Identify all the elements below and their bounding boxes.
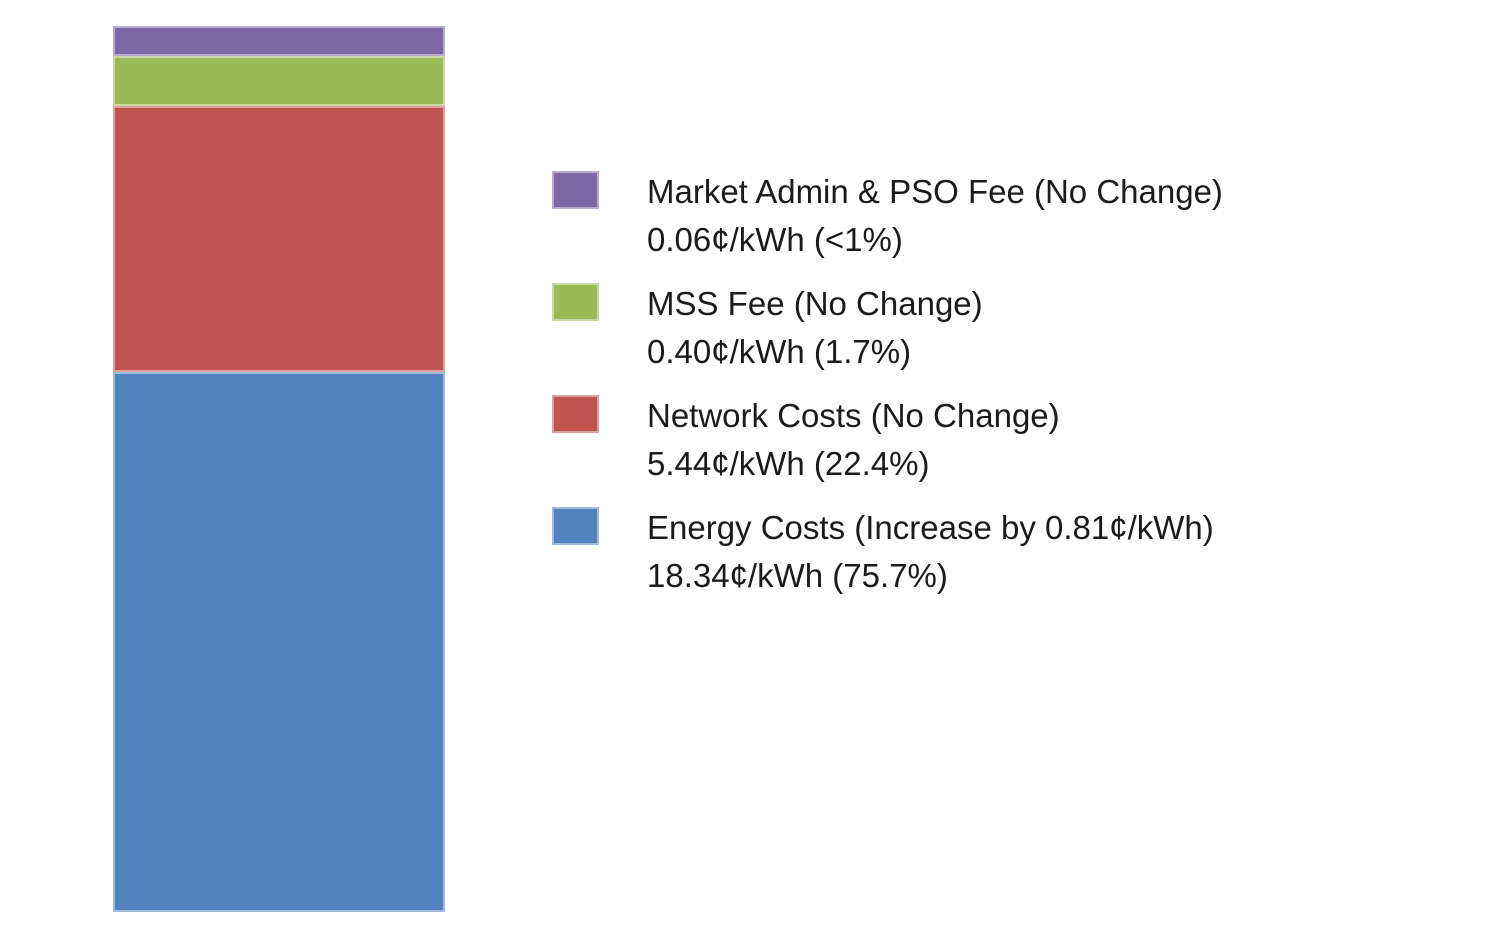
legend-swatch: [552, 283, 599, 321]
legend-value: 0.06¢/kWh (<1%): [647, 221, 903, 258]
legend-item: Network Costs (No Change) 5.44¢/kWh (22.…: [552, 392, 1312, 488]
legend-value: 5.44¢/kWh (22.4%): [647, 445, 930, 482]
chart-legend: Market Admin & PSO Fee (No Change) 0.06¢…: [552, 168, 1312, 600]
stacked-bar: [113, 26, 445, 912]
legend-item: MSS Fee (No Change) 0.40¢/kWh (1.7%): [552, 280, 1312, 376]
legend-swatch: [552, 507, 599, 545]
legend-value: 0.40¢/kWh (1.7%): [647, 333, 912, 370]
legend-item: Market Admin & PSO Fee (No Change) 0.06¢…: [552, 168, 1312, 264]
legend-item: Energy Costs (Increase by 0.81¢/kWh) 18.…: [552, 504, 1312, 600]
legend-label: MSS Fee (No Change): [647, 285, 983, 322]
legend-swatch: [552, 171, 599, 209]
legend-label: Network Costs (No Change): [647, 397, 1060, 434]
legend-label: Energy Costs (Increase by 0.81¢/kWh): [647, 509, 1214, 546]
bar-segment: [113, 26, 445, 56]
bar-segment: [113, 106, 445, 372]
legend-value: 18.34¢/kWh (75.7%): [647, 557, 948, 594]
legend-label: Market Admin & PSO Fee (No Change): [647, 173, 1223, 210]
bar-segment: [113, 56, 445, 106]
bar-segment: [113, 372, 445, 912]
legend-swatch: [552, 395, 599, 433]
